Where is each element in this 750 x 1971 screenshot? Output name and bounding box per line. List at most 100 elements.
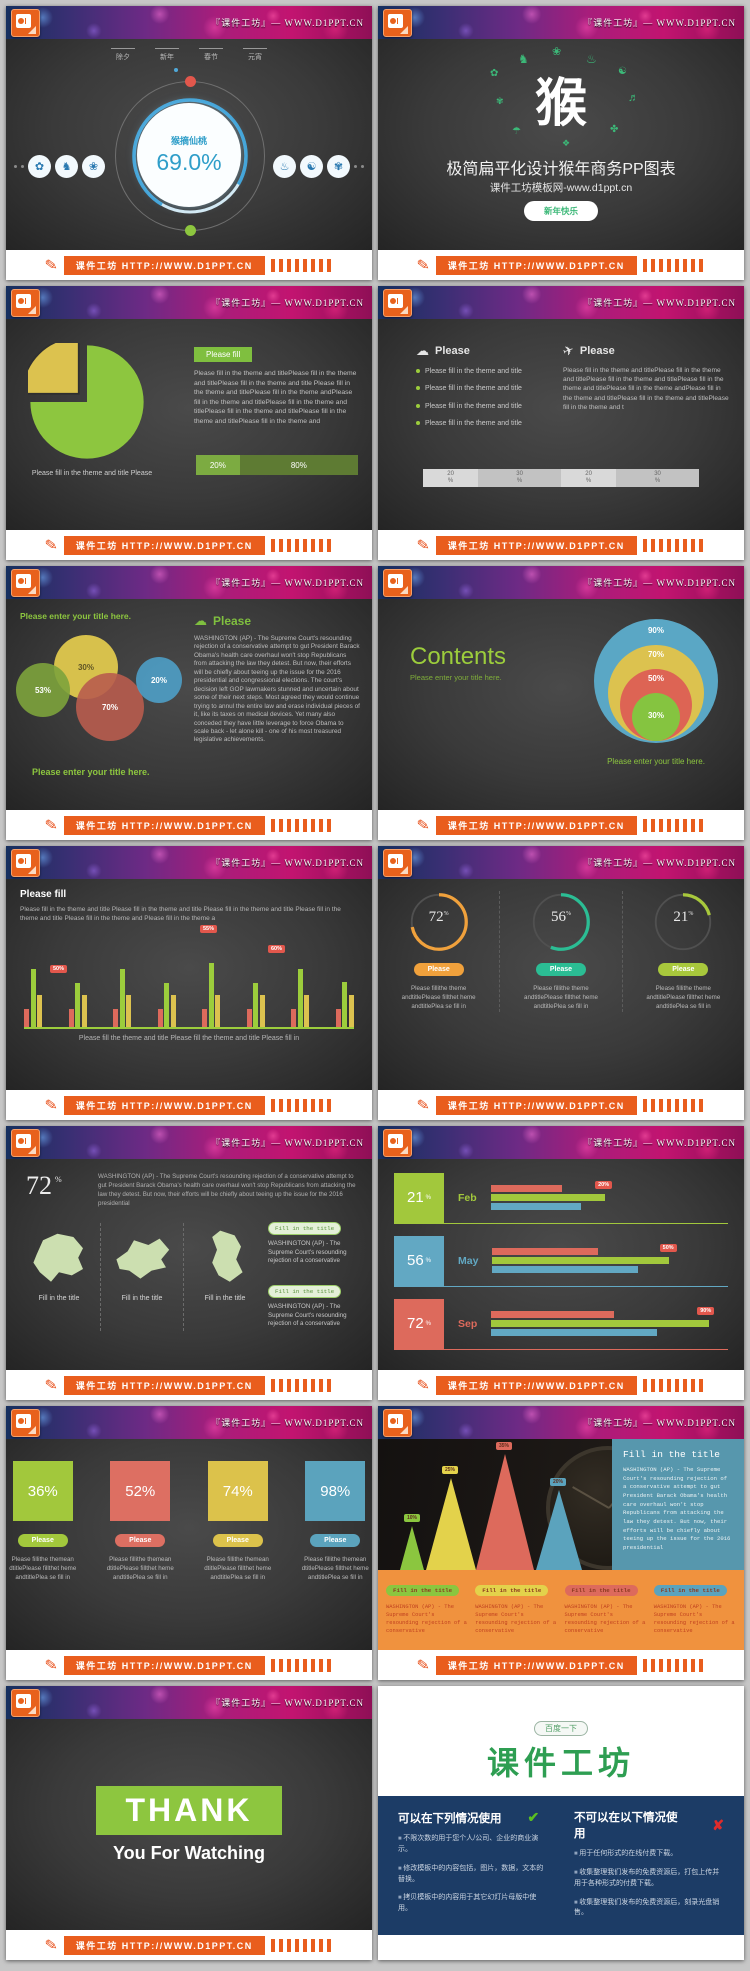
usage-info-card: 百度一下 课件工坊 可以在下列情况使用 ✔ 不限次数的用于您个人/公司、企业的商… <box>378 1686 744 1960</box>
please-pill[interactable]: Please <box>115 1534 166 1547</box>
footer-stripes <box>642 258 705 272</box>
map-caption: Fill in the title <box>38 1295 80 1302</box>
footer-stripes <box>270 1938 333 1952</box>
slide-thumb-10: 『课件工坊』— WWW.D1PPT.CN 21% Feb 20% 56% <box>378 1126 744 1400</box>
tab-chuxi[interactable]: 除夕 <box>111 48 135 62</box>
panel-body: WASHINGTON (AP) - The Supreme Court's re… <box>623 1466 731 1551</box>
site-brand: 『课件工坊』— WWW.D1PPT.CN <box>211 18 364 28</box>
slide-header-banner: 『课件工坊』— WWW.D1PPT.CN <box>6 566 372 599</box>
month-rows: 21% Feb 20% 56% May <box>394 1166 728 1355</box>
footer-url: 课件工坊 HTTP://WWW.D1PPT.CN <box>63 255 265 275</box>
bar-group <box>24 969 42 1027</box>
please-fill-tag[interactable]: Please fill <box>194 347 253 362</box>
slide-footer: ✎ 课件工坊 HTTP://WWW.D1PPT.CN <box>6 1650 372 1680</box>
month-label: Feb <box>458 1191 477 1204</box>
map-item: Fill in the title <box>18 1223 100 1331</box>
fill-title-pill[interactable]: Fill in the title <box>475 1584 549 1596</box>
column-title: Please <box>213 614 252 628</box>
site-brand: 『课件工坊』— WWW.D1PPT.CN <box>211 1418 364 1428</box>
please-pill[interactable]: Please <box>413 963 464 976</box>
fill-title-pill[interactable]: Fill in the title <box>564 1584 638 1596</box>
kejian-gongfang-logo: 课件工坊 <box>486 1745 635 1781</box>
tab-chunjie[interactable]: 春节 <box>199 48 223 62</box>
slide-thumb-12: 『课件工坊』— WWW.D1PPT.CN 10% 25% 35% 20% Fil… <box>378 1406 744 1680</box>
fill-title-pill[interactable]: Fill in the title <box>653 1584 727 1596</box>
donut-caption: Please fillithe theme andtitlePlease fil… <box>646 985 721 1010</box>
segment: 20% <box>560 469 617 487</box>
zodiac-deco-icon: ♨ <box>586 52 597 66</box>
slide-footer: ✎ 课件工坊 HTTP://WWW.D1PPT.CN <box>6 1930 372 1960</box>
denied-item: 用于任何形式的在线付费下载。 <box>574 1849 724 1860</box>
footer-url: 课件工坊 HTTP://WWW.D1PPT.CN <box>435 1095 637 1115</box>
slide-6-body: Contents Please enter your title here. 9… <box>378 599 744 810</box>
fill-title-pill[interactable]: Fill in the title <box>386 1584 460 1596</box>
please-pill[interactable]: Please <box>212 1534 263 1547</box>
band-item: Fill in the title WASHINGTON (AP) - The … <box>564 1579 647 1641</box>
pencil-icon: ✎ <box>416 1095 431 1115</box>
month-label: May <box>458 1254 479 1267</box>
slide-12-body: 10% 25% 35% 20% Fill in the title WASHIN… <box>378 1439 744 1650</box>
fill-title-pill[interactable]: Fill in the title <box>268 1285 342 1299</box>
bar-group <box>246 983 265 1027</box>
allowed-item: 拷贝模板中的内容用于其它幻灯片母版中使用。 <box>398 1893 548 1915</box>
cross-icon: ✘ <box>712 1816 724 1833</box>
allowed-column: 可以在下列情况使用 ✔ 不限次数的用于您个人/公司、企业的商业演示。 修改模板中… <box>398 1809 548 1919</box>
bubble-20: 20% <box>136 657 182 703</box>
slide-footer: ✎ 课件工坊 HTTP://WWW.D1PPT.CN <box>378 1650 744 1680</box>
slide-header-banner: 『课件工坊』— WWW.D1PPT.CN <box>6 6 372 39</box>
triangle-tag: 20% <box>550 1477 567 1486</box>
ring-arc <box>132 98 248 214</box>
percent-item: 36% Please Please fillithe themean dtitl… <box>6 1461 80 1583</box>
please-pill[interactable]: Please <box>310 1534 361 1547</box>
pencil-icon: ✎ <box>416 1375 431 1395</box>
site-brand: 『课件工坊』— WWW.D1PPT.CN <box>583 1418 736 1428</box>
slide-thumb-3: 『课件工坊』— WWW.D1PPT.CN Please fill Please … <box>6 286 372 560</box>
cover-subtitle: 课件工坊模板网-www.d1ppt.cn <box>489 182 633 194</box>
powerpoint-logo-icon <box>383 1129 412 1157</box>
triangle-tag: 10% <box>404 1513 421 1522</box>
allowed-item: 修改模板中的内容包括，图片，数据，文本的替换。 <box>398 1864 548 1886</box>
powerpoint-logo-icon <box>383 1409 412 1437</box>
slide-header-banner: 『课件工坊』— WWW.D1PPT.CN <box>378 286 744 319</box>
slide-10-body: 21% Feb 20% 56% May <box>378 1159 744 1370</box>
right-icon-cluster: ♨ ☯ ✾ <box>273 155 364 178</box>
footer-stripes <box>270 818 333 832</box>
footer-stripes <box>642 1098 705 1112</box>
stat-label: 猴摘仙桃 <box>170 136 207 146</box>
contents-title: Contents <box>410 643 507 670</box>
powerpoint-logo-icon <box>11 1409 40 1437</box>
tab-yuanxiao[interactable]: 元宵 <box>243 48 267 62</box>
slide-header-banner: 『课件工坊』— WWW.D1PPT.CN <box>6 1126 372 1159</box>
callout-60: 60% <box>268 945 286 953</box>
month-row-sep: 72% Sep 90% <box>394 1292 728 1355</box>
fill-title-pill[interactable]: Fill in the title <box>268 1222 342 1235</box>
tab-indicator-dot <box>174 68 179 72</box>
map-caption: Fill in the title <box>204 1295 246 1302</box>
segment: 30% <box>616 469 699 487</box>
slide-footer: ✎ 课件工坊 HTTP://WWW.D1PPT.CN <box>378 250 744 280</box>
please-pill[interactable]: Please <box>17 1534 68 1547</box>
hbar-group: 20% <box>490 1181 728 1210</box>
tab-xinnian[interactable]: 新年 <box>155 48 179 62</box>
powerpoint-logo-icon <box>383 289 412 317</box>
bar-group <box>68 983 87 1027</box>
powerpoint-logo-icon <box>11 569 40 597</box>
slide-thumb-4: 『课件工坊』— WWW.D1PPT.CN ☁ Please Please fill… <box>378 286 744 560</box>
powerpoint-logo-icon <box>11 1129 40 1157</box>
month-row-feb: 21% Feb 20% <box>394 1166 728 1229</box>
list-item: Please fill in the theme and title <box>416 419 544 428</box>
slide-footer: ✎ 课件工坊 HTTP://WWW.D1PPT.CN <box>378 530 744 560</box>
footer-url: 课件工坊 HTTP://WWW.D1PPT.CN <box>435 1655 637 1675</box>
slide-header-banner: 『课件工坊』— WWW.D1PPT.CN <box>378 846 744 879</box>
happy-new-year-button[interactable]: 新年快乐 <box>523 201 599 221</box>
slide-header-banner: 『课件工坊』— WWW.D1PPT.CN <box>378 6 744 39</box>
festival-tabs: 除夕 新年 春节 元宵 <box>6 48 372 62</box>
usage-panel: 可以在下列情况使用 ✔ 不限次数的用于您个人/公司、企业的商业演示。 修改模板中… <box>378 1796 744 1936</box>
footer-url: 课件工坊 HTTP://WWW.D1PPT.CN <box>435 1375 637 1395</box>
baidu-badge[interactable]: 百度一下 <box>534 1721 588 1736</box>
please-pill[interactable]: Please <box>535 963 587 976</box>
pencil-icon: ✎ <box>416 1655 431 1675</box>
donut-chart-21: 21% <box>652 891 714 953</box>
please-pill[interactable]: Please <box>658 963 709 976</box>
